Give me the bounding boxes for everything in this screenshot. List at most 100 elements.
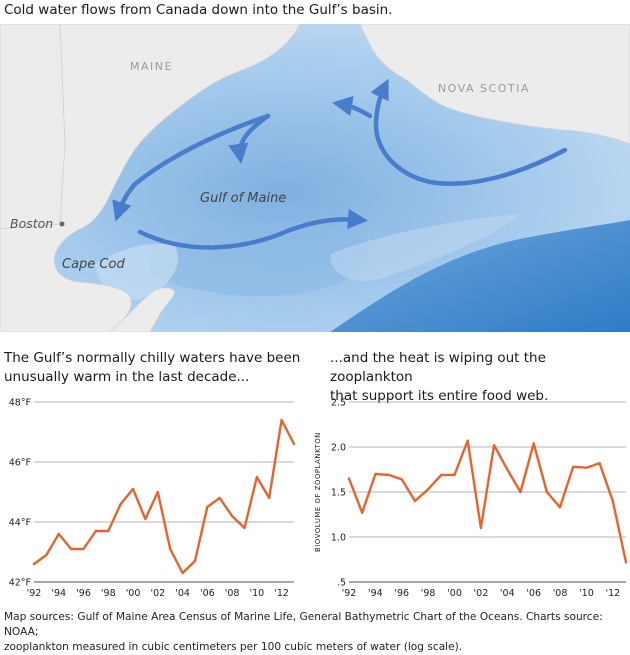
data-point	[400, 478, 403, 481]
x-tick-label: '08	[225, 588, 240, 599]
georges-bank	[330, 214, 520, 282]
data-point	[440, 473, 443, 476]
data-point	[387, 473, 390, 476]
gulf-of-maine-label: Gulf of Maine	[200, 191, 286, 206]
x-tick-label: '08	[553, 588, 568, 599]
temperature-chart: 42°F 44°F 46°F 48°F '92 '94 '96 '98 '00 '02 '04 '06…	[9, 398, 296, 599]
data-point	[169, 547, 172, 551]
footnote-line: Map sources: Gulf of Maine Area Census o…	[4, 611, 603, 638]
data-point	[598, 462, 601, 465]
y-tick-label: 48°F	[9, 398, 31, 409]
data-point	[94, 529, 97, 533]
x-tick-label: '02	[474, 588, 489, 599]
deep-ocean	[330, 220, 630, 332]
data-point	[361, 511, 364, 514]
right-subhead-line: ...and the heat is wiping out the zoopla…	[330, 350, 546, 385]
x-tick-label: '04	[175, 588, 190, 599]
x-tick-label: '06	[200, 588, 215, 599]
maine-label: MAINE	[130, 60, 173, 73]
data-point	[532, 442, 535, 445]
current-arrow	[332, 96, 373, 119]
y-tick-label: 2.5	[331, 398, 346, 409]
data-point	[479, 526, 482, 530]
data-point	[519, 490, 522, 494]
x-tick-label: '10	[579, 588, 594, 599]
data-point	[57, 532, 60, 536]
nova-scotia-land	[359, 24, 630, 145]
data-point	[347, 477, 351, 480]
footnote-line: zooplankton measured in cubic centimeter…	[4, 641, 463, 653]
y-tick-label: 44°F	[9, 518, 31, 529]
boston-label: Boston	[10, 216, 53, 231]
cape-cod-land	[109, 287, 176, 332]
x-tick-label: '10	[250, 588, 265, 599]
cape-cod-label: Cape Cod	[62, 257, 125, 272]
left-subhead: The Gulf’s normally chilly waters have b…	[4, 349, 300, 387]
data-point	[506, 468, 509, 471]
current-arrow	[112, 113, 271, 222]
data-point	[193, 559, 197, 563]
y-tick-label: 2.0	[331, 443, 346, 454]
x-tick-label: '12	[605, 588, 620, 599]
data-point	[292, 442, 296, 446]
data-point	[453, 473, 456, 476]
current-arrow	[228, 113, 271, 165]
data-point	[243, 526, 246, 530]
data-point	[107, 529, 110, 533]
state-border	[59, 24, 66, 225]
zooplankton-chart: .5 1.0 1.5 2.0 2.5 '92 '94 '96 '98 '00 '02 '04 '06 '0…	[314, 398, 628, 599]
nova-scotia-label: NOVA SCOTIA	[438, 82, 530, 95]
data-point	[206, 505, 209, 509]
x-tick-label: '02	[150, 588, 165, 599]
x-tick-label: '04	[500, 588, 515, 599]
y-tick-label: 1.0	[331, 533, 346, 544]
data-point	[45, 553, 48, 557]
data-point	[280, 418, 283, 422]
x-tick-label: '96	[76, 588, 91, 599]
data-point	[231, 514, 234, 518]
y-tick-label: 42°F	[9, 578, 31, 589]
data-point	[268, 496, 271, 500]
data-point	[624, 561, 628, 564]
data-point	[611, 499, 614, 503]
x-tick-label: '06	[526, 588, 541, 599]
data-point	[545, 490, 548, 494]
data-point	[466, 439, 469, 442]
data-point	[572, 465, 575, 468]
right-subhead: ...and the heat is wiping out the zoopla…	[330, 349, 630, 406]
data-point	[119, 502, 122, 506]
x-tick-label: '92	[27, 588, 42, 599]
y-tick-label: 46°F	[9, 458, 31, 469]
data-point	[585, 466, 588, 469]
y-tick-label: 1.5	[331, 488, 346, 499]
series-line	[32, 418, 296, 575]
x-tick-label: '98	[421, 588, 436, 599]
y-tick-label: .5	[337, 578, 346, 589]
left-subhead-line: unusually warm in the last decade...	[4, 369, 250, 385]
gulf-of-maine-map: MAINE NOVA SCOTIA Gulf of Maine Boston C…	[0, 24, 630, 332]
boston-dot	[59, 221, 65, 227]
data-point	[181, 571, 184, 575]
x-tick-label: '96	[394, 588, 409, 599]
shelf-shallows	[95, 243, 179, 300]
series-line	[347, 439, 628, 564]
data-point	[131, 487, 135, 491]
x-tick-label: '00	[126, 588, 141, 599]
data-point	[427, 488, 430, 491]
x-tick-label: '98	[101, 588, 116, 599]
x-tick-label: '94	[368, 588, 383, 599]
right-subhead-line: that support its entire food web.	[330, 388, 549, 404]
data-point	[82, 547, 85, 551]
data-point	[493, 444, 496, 447]
data-point	[156, 490, 159, 494]
x-tick-label: '00	[447, 588, 462, 599]
headline: Cold water flows from Canada down into t…	[4, 2, 393, 18]
state-border	[0, 223, 61, 230]
x-tick-label: '94	[51, 588, 66, 599]
data-point	[218, 496, 221, 500]
data-point	[70, 547, 73, 551]
data-point	[413, 499, 417, 503]
data-point	[374, 472, 377, 476]
new-england-land	[0, 24, 301, 332]
data-point	[255, 475, 258, 479]
